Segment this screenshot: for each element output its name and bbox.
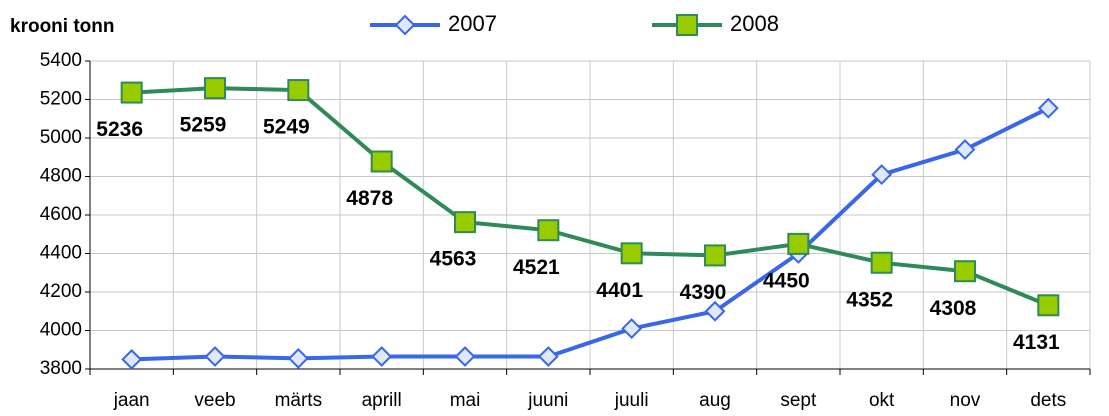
x-tick-label: aprill (362, 390, 402, 411)
x-tick-label: märts (275, 390, 323, 411)
data-label: 4308 (930, 297, 977, 320)
marker (370, 150, 393, 173)
marker (454, 346, 476, 367)
marker (287, 79, 310, 102)
marker (620, 242, 643, 265)
x-tick-label: nov (950, 390, 981, 411)
x-tick-label: veeb (194, 390, 235, 411)
legend-label: 2008 (730, 11, 779, 36)
x-tick-label: sept (780, 390, 817, 411)
y-tick-label: 5400 (40, 50, 82, 71)
data-label: 4352 (846, 288, 893, 311)
x-tick-label: dets (1030, 390, 1066, 411)
y-axis-title: krooni tonn (10, 16, 114, 37)
marker (537, 219, 560, 242)
y-tick-label: 3800 (40, 358, 82, 379)
data-label: 4563 (430, 248, 477, 271)
x-tick-label: okt (869, 390, 895, 411)
marker (704, 300, 726, 322)
marker (204, 346, 226, 367)
data-label: 4131 (1013, 331, 1060, 354)
marker (954, 260, 976, 283)
data-label: 5236 (96, 118, 143, 141)
data-label: 4390 (680, 281, 727, 304)
data-label: 5259 (180, 114, 227, 137)
marker (121, 348, 143, 370)
y-tick-label: 4600 (40, 204, 82, 225)
marker (537, 346, 559, 367)
series-line (131, 86, 1050, 308)
y-tick-label: 4400 (40, 243, 82, 264)
marker (1037, 294, 1060, 317)
marker (954, 139, 976, 160)
legend-marker (676, 14, 698, 36)
data-label: 4450 (763, 269, 810, 292)
marker (621, 318, 643, 339)
x-tick-label: jaan (113, 390, 150, 411)
marker (454, 211, 476, 234)
marker (371, 346, 393, 367)
marker (204, 77, 226, 100)
marker (870, 251, 893, 274)
x-tick-label: aug (699, 390, 731, 411)
data-label: 4401 (596, 279, 643, 302)
y-tick-label: 4000 (40, 320, 82, 341)
x-tick-label: mai (450, 390, 481, 411)
series-line (131, 106, 1050, 362)
x-tick-label: juuni (527, 390, 568, 411)
data-label: 4878 (346, 187, 393, 210)
legend-label: 2007 (448, 11, 497, 36)
legend-marker (394, 14, 416, 36)
marker (871, 164, 893, 185)
x-tick-label: juuli (614, 390, 649, 411)
y-tick-label: 5000 (40, 127, 82, 148)
y-tick-label: 4800 (40, 166, 82, 187)
y-tick-label: 5200 (40, 89, 82, 110)
marker (120, 81, 143, 104)
marker (787, 232, 810, 255)
data-label: 5249 (263, 116, 310, 139)
marker (704, 244, 726, 267)
marker (287, 347, 309, 369)
data-label: 4521 (513, 256, 560, 279)
marker (1037, 97, 1059, 119)
y-tick-label: 4200 (40, 281, 82, 302)
